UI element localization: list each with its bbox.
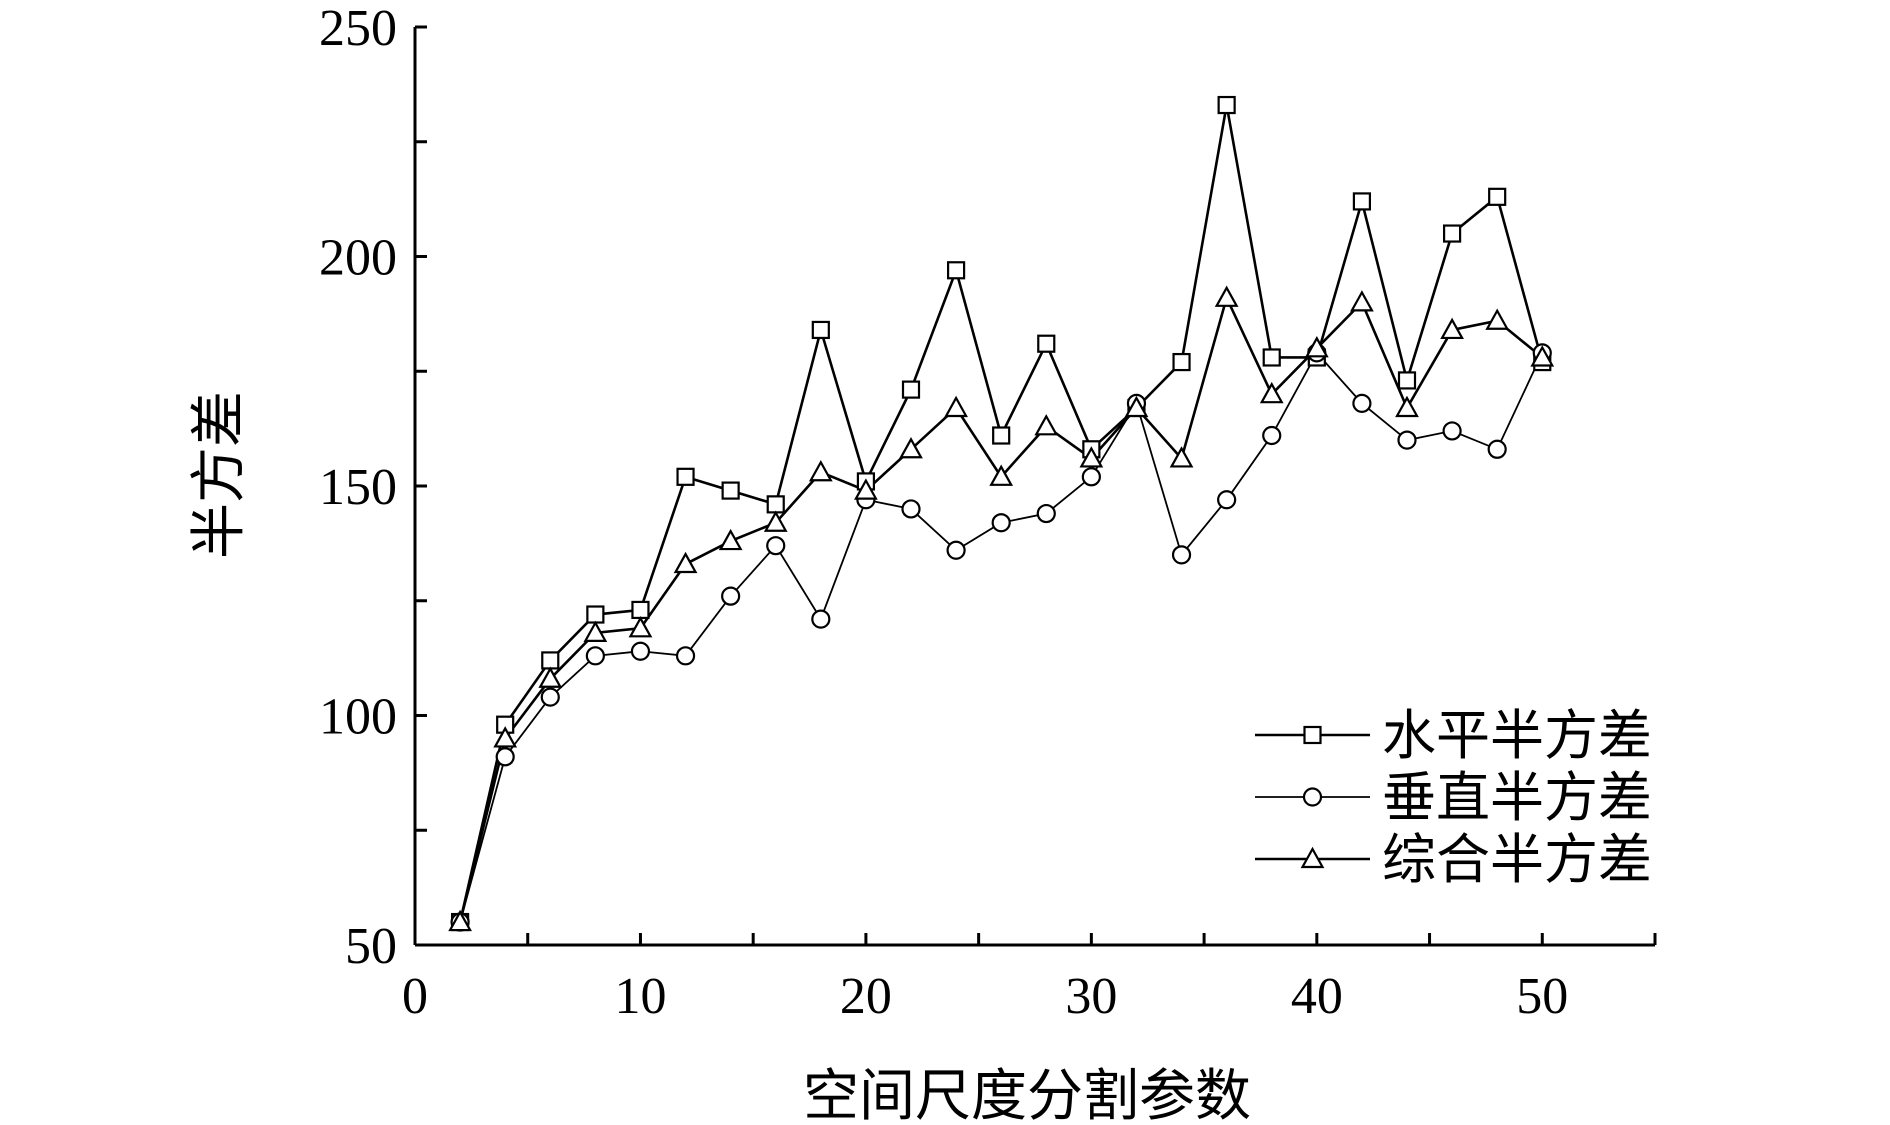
x-tick-label: 40 — [1291, 968, 1343, 1025]
x-tick-label: 0 — [402, 968, 428, 1025]
data-point-square — [1397, 371, 1417, 390]
y-tick-label: 150 — [319, 459, 397, 516]
data-point-triangle — [583, 620, 608, 642]
data-point-triangle — [899, 437, 923, 459]
x-tick-label: 30 — [1065, 968, 1117, 1025]
data-point-circle — [811, 609, 831, 629]
data-point-triangle — [673, 551, 698, 574]
legend-label: 综合半方差 — [1382, 830, 1652, 890]
data-point-triangle — [718, 528, 743, 551]
y-tick-label: 200 — [319, 230, 397, 287]
data-point-square — [811, 320, 830, 340]
data-point-triangle — [628, 616, 653, 638]
data-point-triangle — [854, 478, 878, 500]
data-point-circle — [721, 586, 741, 606]
data-point-square — [676, 467, 695, 486]
x-axis-title: 空间尺度分割参数 — [803, 1066, 1251, 1120]
data-point-circle — [766, 536, 786, 556]
data-point-triangle — [1169, 446, 1194, 468]
data-point-circle — [1171, 545, 1192, 565]
data-point-square — [901, 380, 921, 399]
data-point-square — [631, 600, 650, 620]
data-point-triangle — [1395, 395, 1419, 418]
data-point-circle — [1487, 439, 1507, 459]
data-point-square — [1488, 187, 1507, 206]
data-point-square — [946, 261, 966, 280]
data-point-triangle — [763, 510, 788, 532]
data-point-triangle — [808, 459, 833, 482]
data-point-triangle — [1259, 381, 1284, 404]
legend-marker-square — [1303, 725, 1322, 745]
data-point-triangle — [493, 726, 518, 748]
data-point-circle — [901, 499, 921, 519]
data-point-triangle — [944, 395, 968, 418]
legend-label: 垂直半方差 — [1382, 768, 1652, 828]
data-point-circle — [540, 687, 560, 707]
data-point-circle — [1397, 430, 1417, 450]
legend-marker-circle — [1302, 787, 1323, 807]
data-point-triangle — [1304, 336, 1329, 358]
data-point-square — [1262, 348, 1281, 367]
data-point-triangle — [1350, 290, 1374, 312]
x-tick-label: 50 — [1516, 968, 1568, 1025]
data-point-circle — [946, 540, 966, 560]
data-point-square — [992, 426, 1011, 445]
data-point-circle — [1036, 503, 1056, 524]
y-tick-label: 250 — [319, 0, 397, 57]
y-axis-title: 半方差 — [189, 391, 251, 559]
data-point-triangle — [538, 666, 563, 688]
data-point-circle — [991, 513, 1011, 533]
y-tick-label: 50 — [345, 918, 397, 975]
data-point-square — [1037, 334, 1056, 353]
data-point-triangle — [989, 464, 1014, 486]
series-markers — [448, 95, 1555, 932]
data-point-triangle — [1034, 414, 1059, 436]
data-point-triangle — [1124, 395, 1149, 418]
data-point-triangle — [1214, 285, 1239, 307]
data-point-circle — [585, 646, 605, 666]
data-point-square — [541, 651, 560, 670]
x-tick-label: 20 — [840, 968, 892, 1025]
data-point-square — [1217, 95, 1236, 115]
data-point-circle — [1352, 393, 1372, 413]
data-point-square — [721, 481, 740, 500]
data-point-triangle — [1079, 446, 1104, 468]
data-point-circle — [1262, 425, 1282, 446]
data-point-circle — [675, 646, 696, 666]
data-point-square — [1172, 352, 1191, 372]
data-point-square — [586, 605, 605, 624]
data-point-triangle — [1485, 308, 1510, 330]
data-point-triangle — [1530, 345, 1555, 367]
data-point-circle — [1081, 467, 1101, 487]
series-line-triangle — [458, 294, 1544, 923]
data-point-square — [1442, 224, 1462, 243]
data-point-triangle — [1440, 317, 1464, 340]
legend-marker-triangle — [1300, 846, 1325, 869]
x-tick-label: 10 — [614, 968, 666, 1025]
y-tick-label: 100 — [319, 689, 397, 746]
data-point-circle — [1217, 490, 1237, 510]
data-point-square — [766, 495, 785, 514]
data-point-square — [1352, 192, 1372, 211]
data-point-circle — [495, 747, 515, 767]
data-point-circle — [630, 641, 651, 661]
data-point-triangle — [448, 909, 472, 932]
legend-label: 水平半方差 — [1382, 706, 1652, 766]
data-point-circle — [1442, 421, 1462, 441]
axes: 50 100 150 200 250 0 10 20 30 40 50 — [319, 0, 1657, 1025]
